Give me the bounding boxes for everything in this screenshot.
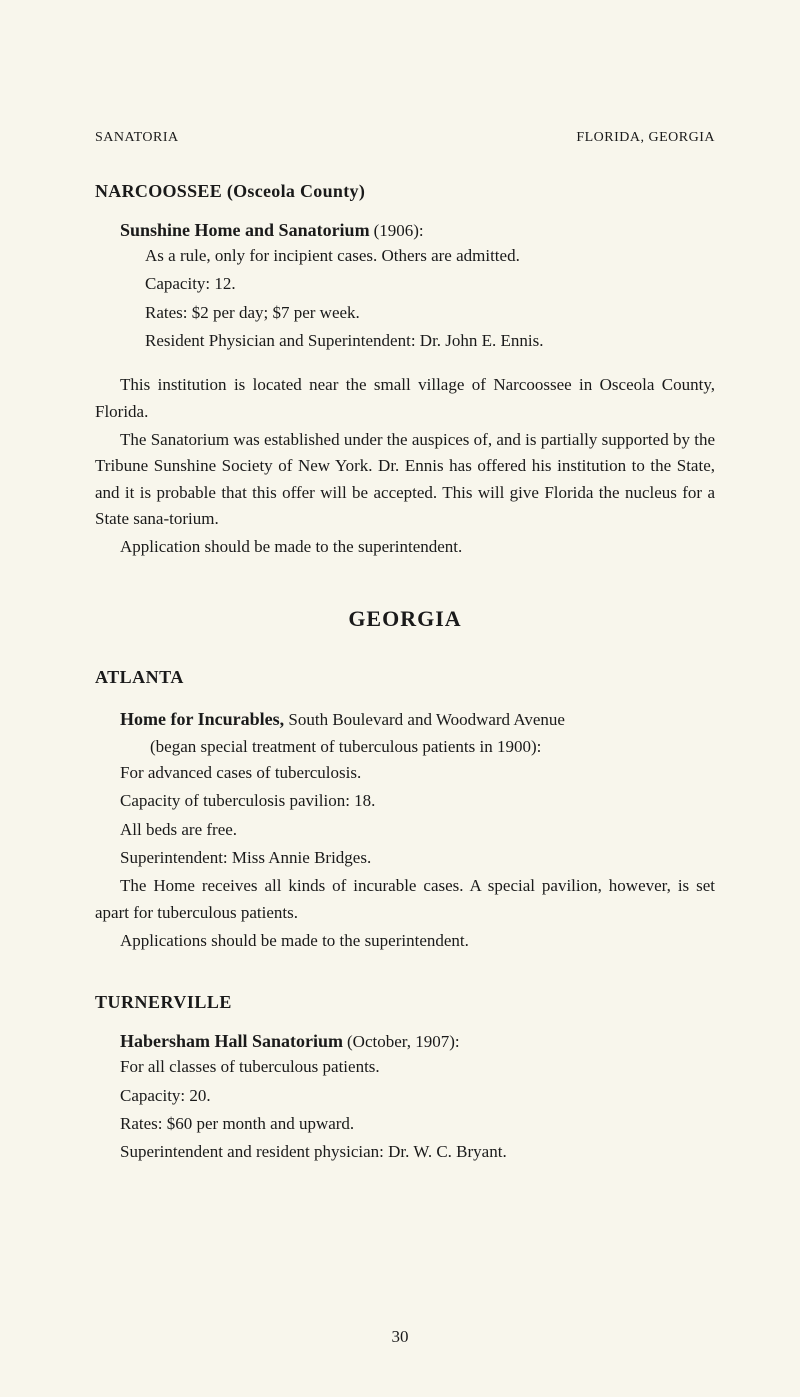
incurables-line-3: All beds are free.	[120, 817, 715, 843]
habersham-line-1: For all classes of tuberculous patients.	[120, 1054, 715, 1080]
habersham-entry-title-line: Habersham Hall Sanatorium (October, 1907…	[120, 1031, 715, 1052]
habersham-details: For all classes of tuberculous patients.…	[120, 1054, 715, 1165]
incurables-line-4: Superintendent: Miss Annie Bridges.	[120, 845, 715, 871]
page-number: 30	[0, 1327, 800, 1347]
sunshine-line-3: Rates: $2 per day; $7 per week.	[120, 300, 715, 326]
sunshine-line-2: Capacity: 12.	[120, 271, 715, 297]
sunshine-line-1: As a rule, only for incipient cases. Oth…	[120, 243, 715, 269]
narcoossee-heading: NARCOOSSEE (Osceola County)	[95, 181, 715, 202]
habersham-title: Habersham Hall Sanatorium	[120, 1031, 343, 1051]
header-left: SANATORIA	[95, 130, 179, 146]
habersham-line-2: Capacity: 20.	[120, 1083, 715, 1109]
sunshine-entry-title-line: Sunshine Home and Sanatorium (1906):	[120, 220, 715, 241]
narcoossee-para-2: The Sanatorium was established under the…	[95, 427, 715, 532]
sunshine-title: Sunshine Home and Sanatorium	[120, 220, 370, 240]
incurables-details: For advanced cases of tuberculosis. Capa…	[120, 760, 715, 871]
sunshine-year: (1906):	[374, 221, 424, 240]
atlanta-heading: ATLANTA	[95, 667, 715, 688]
habersham-year: (October, 1907):	[347, 1032, 460, 1051]
incurables-title: Home for Incurables,	[120, 709, 284, 729]
turnerville-heading: TURNERVILLE	[95, 992, 715, 1013]
incurables-sub: (began special treatment of tuberculous …	[150, 734, 715, 760]
narcoossee-para-1: This institution is located near the sma…	[95, 372, 715, 425]
georgia-state-heading: GEORGIA	[95, 606, 715, 632]
page-header: SANATORIA FLORIDA, GEORGIA	[95, 130, 715, 146]
habersham-line-3: Rates: $60 per month and upward.	[120, 1111, 715, 1137]
incurables-title-cont: South Boulevard and Woodward Avenue	[288, 710, 565, 729]
atlanta-para-1: The Home receives all kinds of incurable…	[95, 873, 715, 926]
habersham-line-4: Superintendent and resident physician: D…	[120, 1139, 715, 1165]
incurables-line-1: For advanced cases of tuberculosis.	[120, 760, 715, 786]
incurables-line-2: Capacity of tuberculosis pavilion: 18.	[120, 788, 715, 814]
narcoossee-para-3: Application should be made to the superi…	[95, 534, 715, 560]
header-right: FLORIDA, GEORGIA	[576, 130, 715, 146]
atlanta-para-2: Applications should be made to the super…	[95, 928, 715, 954]
incurables-entry-title-line: Home for Incurables, South Boulevard and…	[120, 706, 715, 734]
sunshine-details: As a rule, only for incipient cases. Oth…	[120, 243, 715, 354]
sunshine-line-4: Resident Physician and Superintendent: D…	[120, 328, 715, 354]
